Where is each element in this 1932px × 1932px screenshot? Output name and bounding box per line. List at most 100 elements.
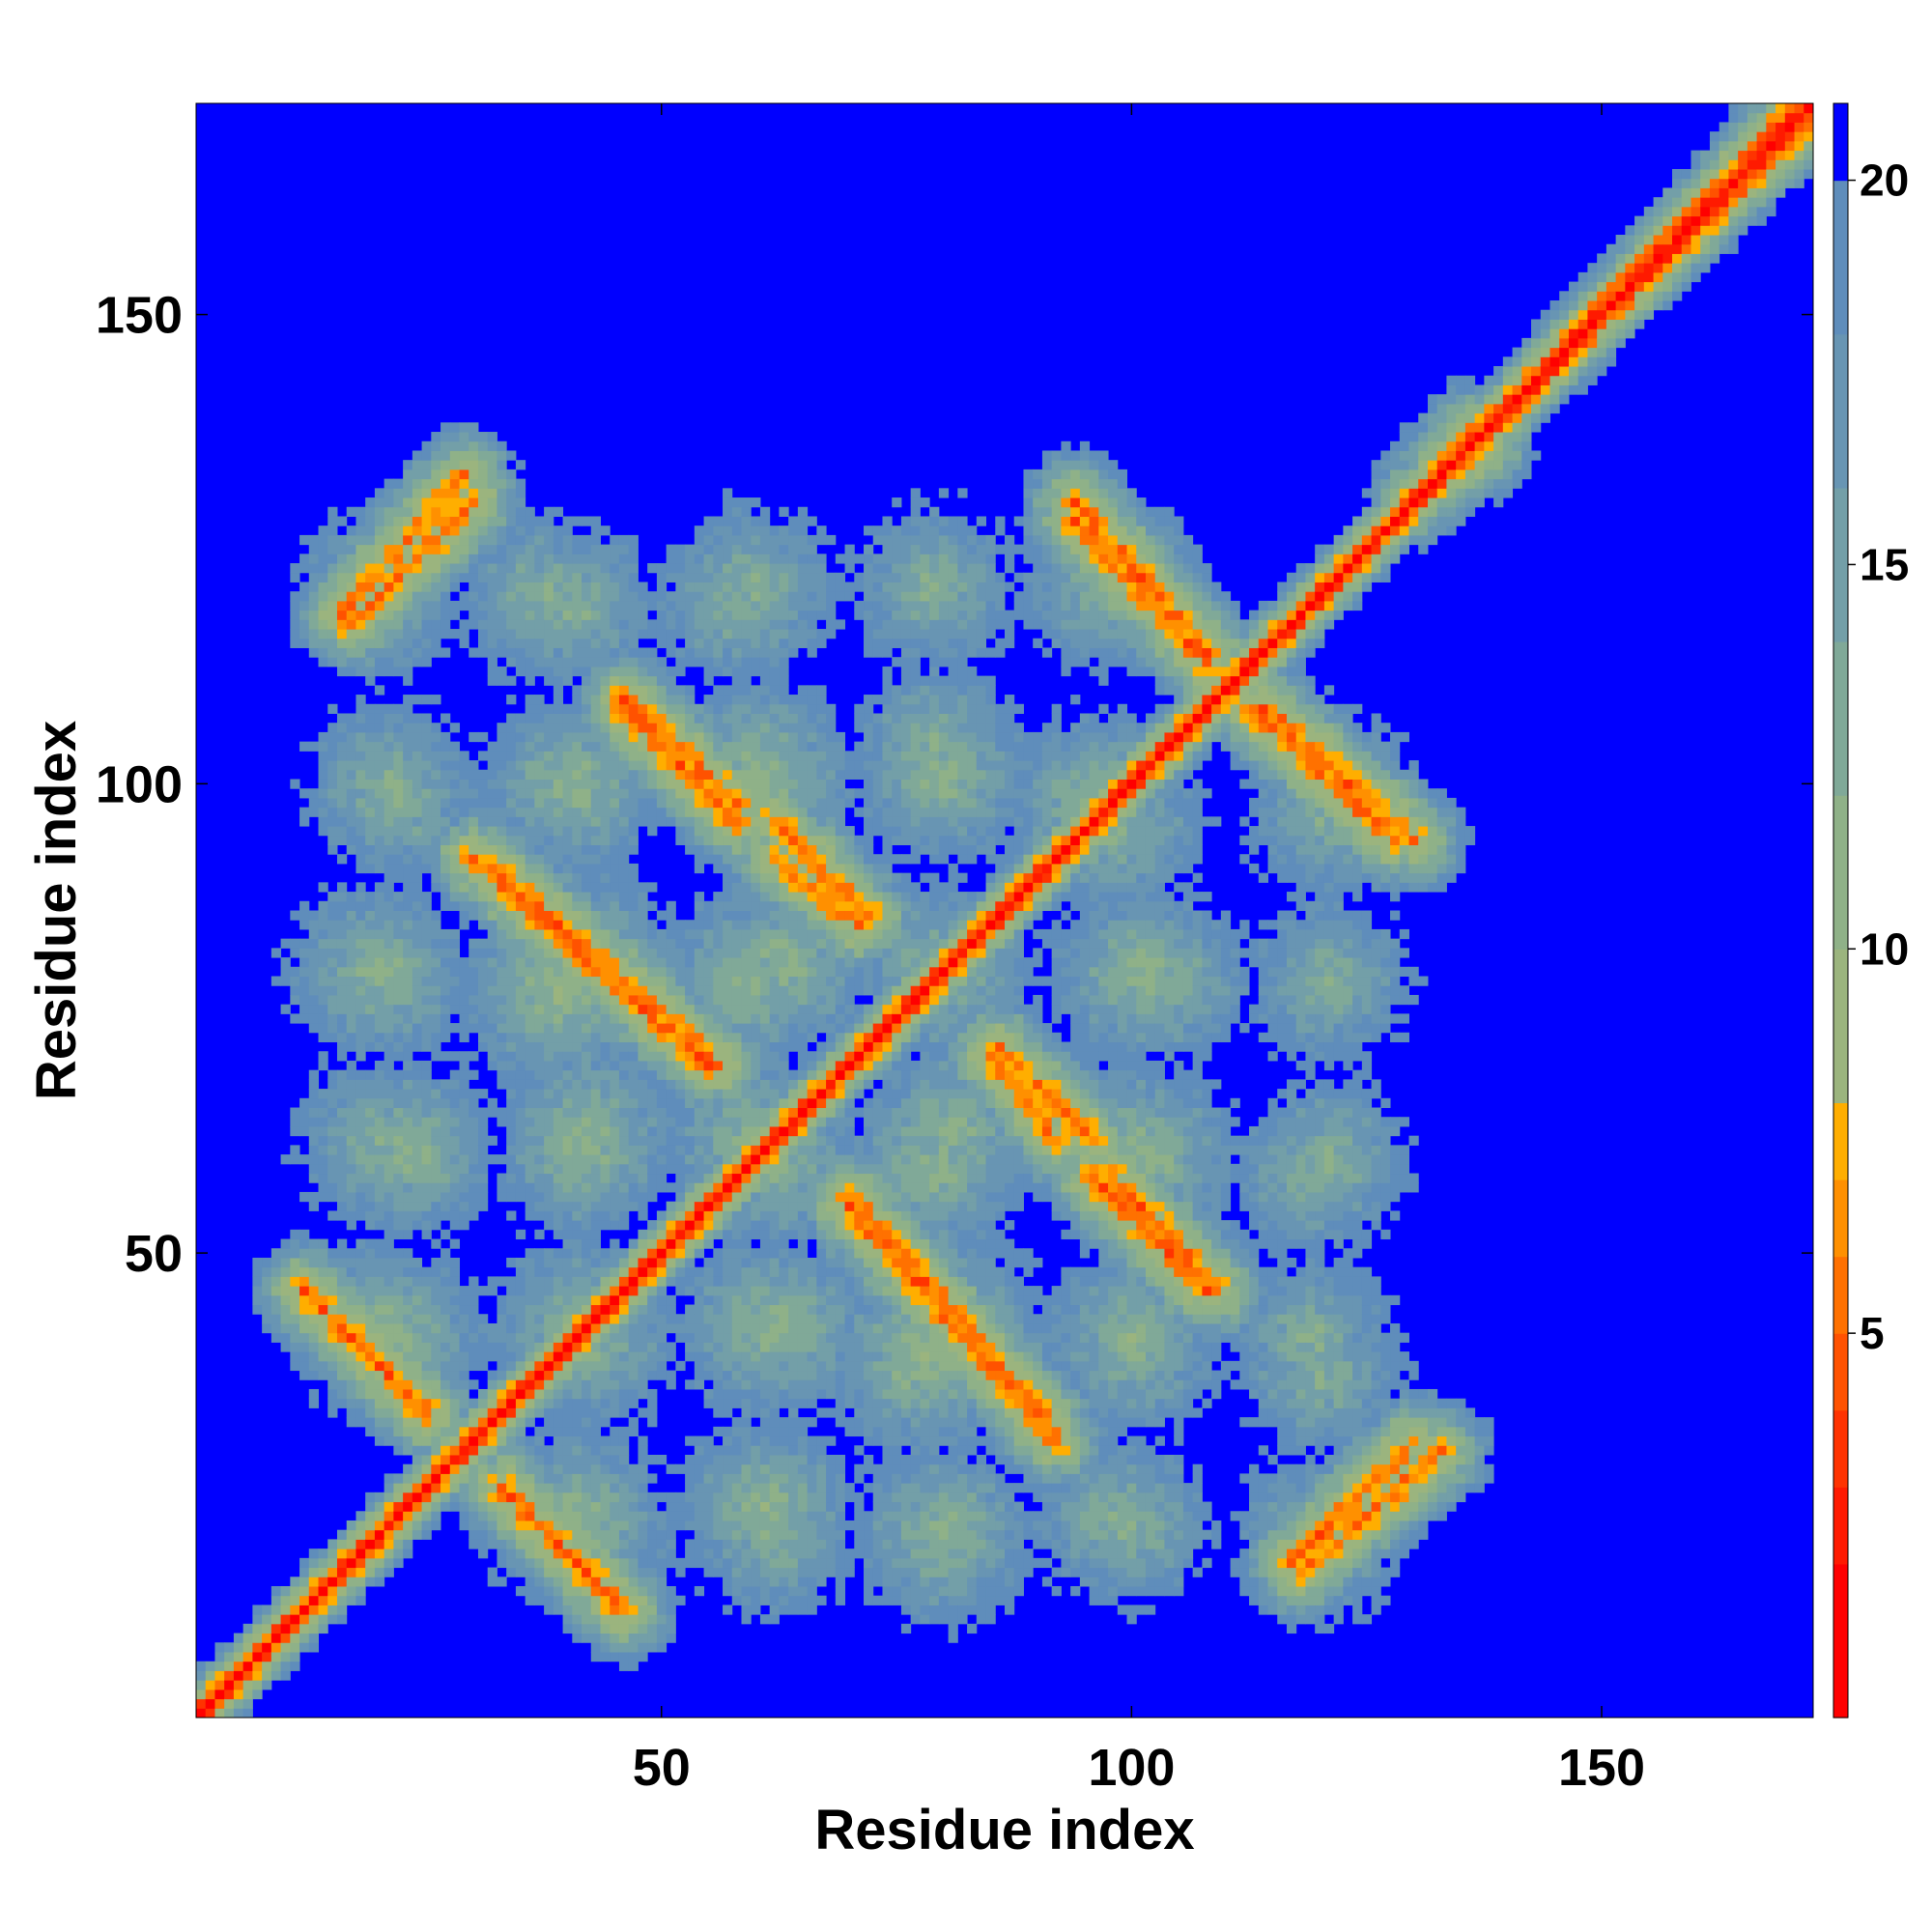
heatmap-cell bbox=[459, 1069, 469, 1080]
heatmap-cell bbox=[515, 1426, 526, 1437]
heatmap-cell bbox=[610, 966, 620, 978]
heatmap-cell bbox=[355, 1332, 366, 1343]
heatmap-cell bbox=[723, 1097, 733, 1109]
heatmap-cell bbox=[544, 1145, 554, 1155]
heatmap-cell bbox=[515, 1145, 526, 1155]
heatmap-cell bbox=[365, 600, 376, 611]
heatmap-cell bbox=[666, 666, 676, 677]
heatmap-cell bbox=[685, 647, 696, 658]
heatmap-cell bbox=[534, 1257, 545, 1268]
heatmap-cell bbox=[327, 957, 338, 968]
heatmap-cell bbox=[384, 788, 394, 799]
heatmap-cell bbox=[703, 1548, 714, 1559]
heatmap-cell bbox=[590, 1379, 601, 1390]
heatmap-cell bbox=[431, 788, 441, 799]
heatmap-cell bbox=[469, 1051, 479, 1062]
heatmap-cell bbox=[290, 1332, 300, 1343]
heatmap-cell bbox=[327, 572, 338, 582]
heatmap-cell bbox=[403, 1417, 413, 1428]
heatmap-cell bbox=[713, 1041, 724, 1052]
heatmap-cell bbox=[440, 1182, 451, 1193]
heatmap-cell bbox=[731, 1023, 742, 1034]
heatmap-cell bbox=[590, 920, 601, 930]
heatmap-cell bbox=[290, 1125, 300, 1137]
heatmap-cell bbox=[553, 854, 564, 865]
heatmap-cell bbox=[365, 1370, 376, 1380]
heatmap-cell bbox=[675, 826, 686, 837]
heatmap-cell bbox=[336, 1125, 348, 1137]
heatmap-cell bbox=[384, 1173, 394, 1183]
heatmap-cell bbox=[365, 610, 376, 620]
heatmap-cell bbox=[318, 826, 328, 837]
heatmap-cell bbox=[384, 488, 394, 498]
heatmap-cell bbox=[515, 554, 526, 564]
heatmap-cell bbox=[582, 854, 592, 865]
heatmap-cell bbox=[308, 1266, 320, 1277]
heatmap-cell bbox=[572, 1314, 582, 1324]
heatmap-cell bbox=[374, 591, 385, 602]
heatmap-cell bbox=[656, 666, 668, 677]
heatmap-cell bbox=[675, 1117, 686, 1127]
heatmap-cell bbox=[694, 835, 705, 845]
heatmap-cell bbox=[515, 647, 526, 658]
heatmap-cell bbox=[694, 1473, 705, 1484]
heatmap-cell bbox=[647, 731, 658, 743]
heatmap-cell bbox=[431, 731, 441, 743]
heatmap-cell bbox=[694, 966, 705, 978]
heatmap-cell bbox=[618, 1483, 630, 1493]
heatmap-cell bbox=[675, 1004, 686, 1014]
heatmap-cell bbox=[214, 1651, 225, 1662]
heatmap-cell bbox=[449, 1154, 461, 1165]
heatmap-cell bbox=[713, 1388, 724, 1400]
heatmap-cell bbox=[638, 1107, 648, 1118]
heatmap-cell bbox=[224, 1670, 235, 1681]
heatmap-cell bbox=[723, 835, 733, 845]
heatmap-cell bbox=[553, 1154, 564, 1165]
heatmap-cell bbox=[270, 1585, 282, 1597]
heatmap-cell bbox=[656, 1125, 668, 1137]
heatmap-cell bbox=[553, 1032, 564, 1043]
heatmap-cell bbox=[647, 1182, 658, 1193]
heatmap-cell bbox=[224, 1651, 235, 1662]
heatmap-cell bbox=[638, 1266, 648, 1277]
heatmap-cell bbox=[656, 1023, 668, 1034]
heatmap-cell bbox=[477, 1332, 489, 1343]
heatmap-cell bbox=[449, 1407, 461, 1418]
heatmap-cell bbox=[355, 985, 366, 996]
heatmap-cell bbox=[280, 1332, 291, 1343]
heatmap-cell bbox=[618, 1041, 630, 1052]
heatmap-cell bbox=[374, 685, 385, 696]
heatmap-cell bbox=[477, 600, 489, 611]
heatmap-cell bbox=[723, 816, 733, 827]
heatmap-cell bbox=[440, 1483, 451, 1493]
heatmap-cell bbox=[628, 1304, 639, 1315]
heatmap-cell bbox=[421, 629, 432, 639]
heatmap-cell bbox=[590, 892, 601, 902]
heatmap-cell bbox=[600, 1473, 611, 1484]
heatmap-cell bbox=[393, 1097, 404, 1109]
heatmap-cell bbox=[731, 1492, 742, 1503]
heatmap-cell bbox=[647, 900, 658, 911]
heatmap-cell bbox=[440, 629, 451, 639]
heatmap-cell bbox=[723, 1529, 733, 1540]
heatmap-cell bbox=[638, 1089, 648, 1099]
heatmap-cell bbox=[515, 657, 526, 668]
heatmap-cell bbox=[515, 1360, 526, 1372]
heatmap-cell bbox=[365, 1069, 376, 1080]
heatmap-cell bbox=[666, 816, 676, 827]
heatmap-cell bbox=[553, 1276, 564, 1287]
heatmap-cell bbox=[449, 478, 461, 489]
heatmap-cell bbox=[431, 1379, 441, 1390]
heatmap-cell bbox=[459, 751, 469, 761]
heatmap-cell bbox=[384, 731, 394, 743]
heatmap-cell bbox=[477, 976, 489, 986]
heatmap-cell bbox=[534, 1004, 545, 1014]
heatmap-cell bbox=[525, 1060, 535, 1071]
heatmap-cell bbox=[618, 1135, 630, 1146]
heatmap-cell bbox=[421, 1360, 432, 1372]
heatmap-cell bbox=[544, 1370, 554, 1380]
heatmap-cell bbox=[534, 1351, 545, 1362]
heatmap-cell bbox=[431, 1286, 441, 1296]
heatmap-cell bbox=[336, 619, 348, 630]
heatmap-cell bbox=[346, 928, 356, 940]
